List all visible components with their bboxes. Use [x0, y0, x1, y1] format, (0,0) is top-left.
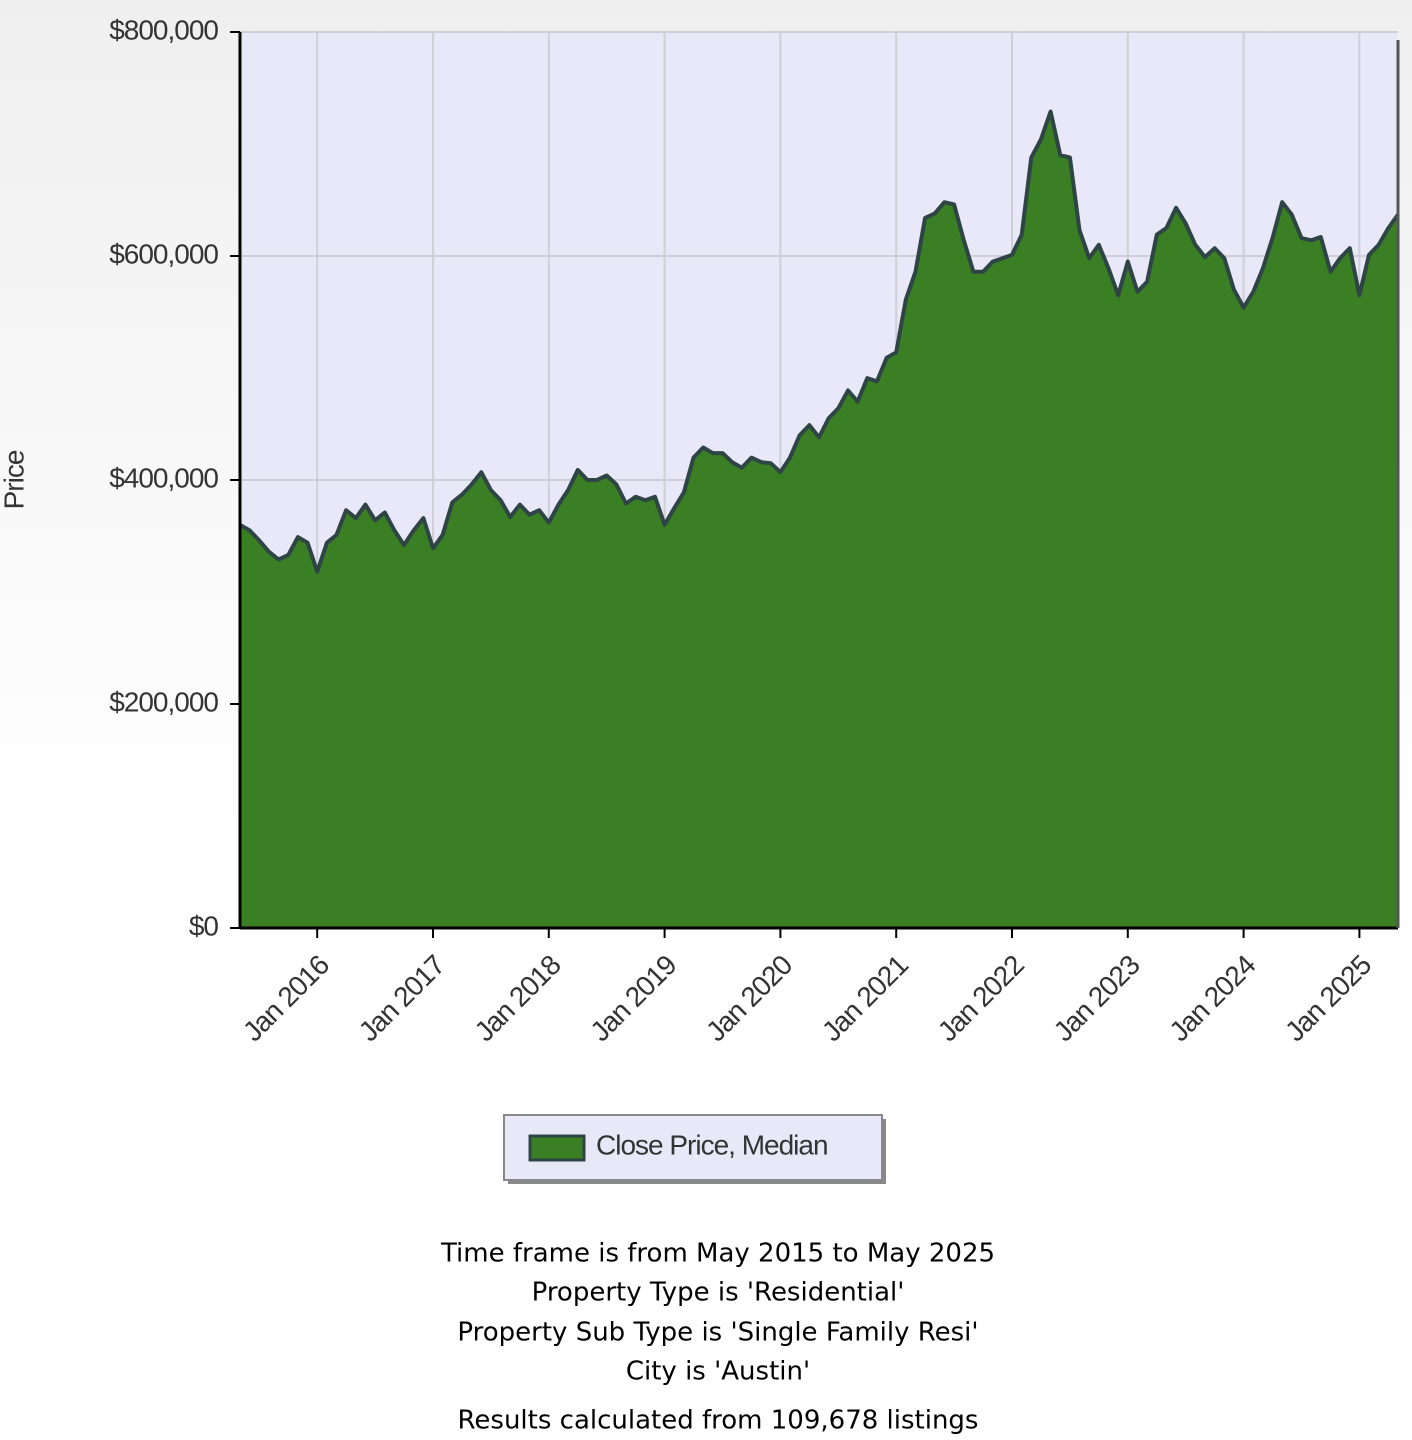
- y-tick-label: $800,000: [109, 14, 218, 45]
- y-tick-label: $200,000: [109, 686, 218, 717]
- note: Property Type is 'Residential': [532, 1278, 905, 1308]
- plot: [239, 109, 1400, 928]
- legend-label: Close Price, Median: [596, 1129, 828, 1160]
- y-tick-label: $600,000: [109, 238, 218, 269]
- notes: Time frame is from May 2015 to May 2025 P…: [440, 1239, 995, 1436]
- y-axis-label: Price: [0, 450, 29, 509]
- y-tick-label: $0: [189, 910, 219, 941]
- note: City is 'Austin': [626, 1357, 810, 1387]
- y-tick-label: $400,000: [109, 462, 218, 493]
- area: [240, 111, 1398, 928]
- note: Results calculated from 109,678 listings: [458, 1406, 979, 1436]
- note: Property Sub Type is 'Single Family Resi…: [457, 1318, 978, 1348]
- legend: Close Price, Median: [503, 1114, 886, 1184]
- area-outline: [239, 109, 1400, 574]
- note: Time frame is from May 2015 to May 2025: [440, 1239, 995, 1269]
- legend-swatch: [528, 1134, 586, 1162]
